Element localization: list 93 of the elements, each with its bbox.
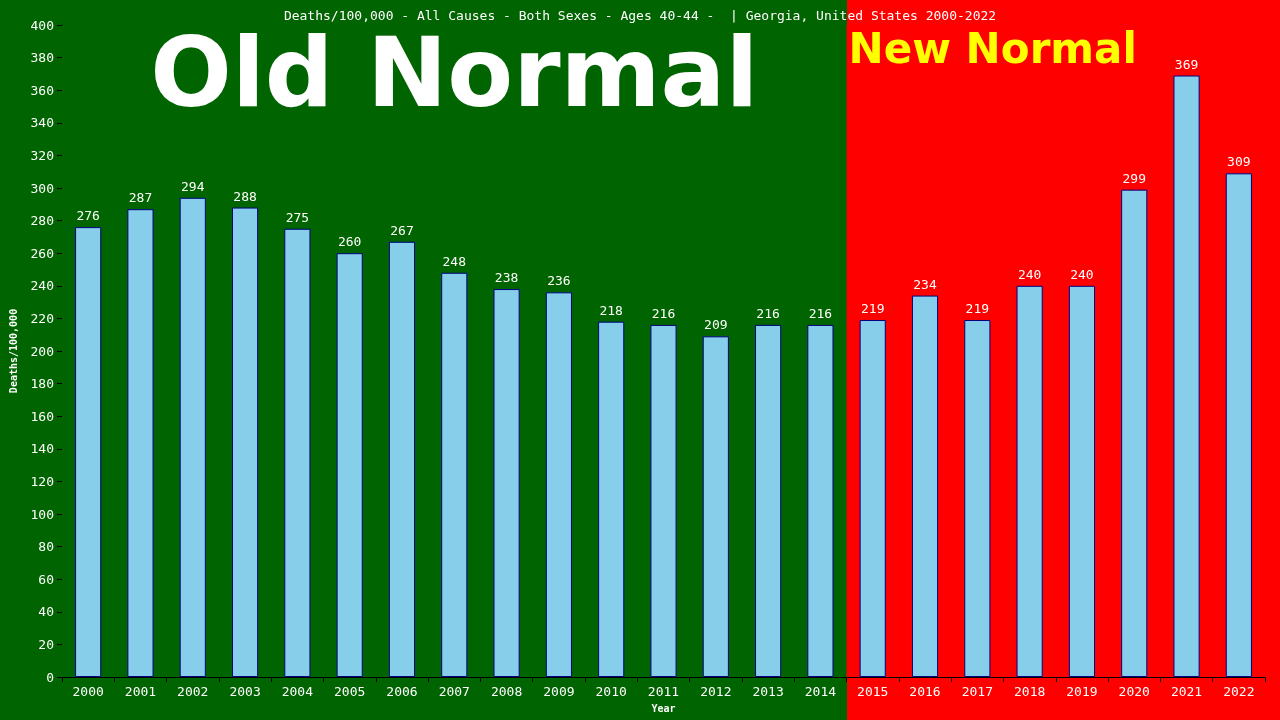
y-tick-label: 140	[30, 441, 54, 457]
x-tick-label: 2020	[1118, 684, 1150, 699]
y-tick-label: 160	[30, 408, 54, 424]
data-label: 218	[599, 302, 623, 318]
bar	[493, 289, 520, 677]
bar	[231, 207, 259, 677]
x-tick-label: 2000	[72, 684, 104, 699]
y-tick-label: 260	[30, 245, 54, 261]
x-tick-label: 2017	[961, 684, 993, 699]
y-tick-label: 80	[38, 539, 54, 555]
y-tick-label: 340	[30, 115, 54, 131]
data-label: 294	[181, 178, 205, 194]
data-label: 219	[965, 301, 990, 317]
bar	[964, 320, 991, 677]
y-axis-title: Deaths/100,000	[7, 308, 19, 394]
data-label: 236	[547, 273, 571, 289]
band-label: New Normal	[848, 23, 1137, 73]
x-tick-label: 2011	[647, 684, 680, 699]
y-tick-label: 180	[30, 376, 54, 392]
bar	[702, 336, 729, 677]
y-tick-label: 240	[30, 278, 54, 294]
data-label: 240	[1017, 266, 1042, 282]
data-label: 209	[704, 317, 728, 333]
data-label: 287	[128, 190, 153, 206]
x-tick-label: 2015	[857, 684, 889, 699]
y-tick-label: 320	[30, 147, 54, 163]
bar	[1225, 173, 1252, 677]
bar	[388, 241, 416, 677]
bar	[598, 321, 625, 677]
x-axis-title: Year	[651, 702, 676, 714]
data-label: 267	[390, 222, 414, 238]
y-tick-label: 400	[30, 17, 54, 33]
bar	[336, 253, 363, 677]
x-tick-label: 2005	[334, 684, 366, 699]
data-label: 234	[913, 276, 937, 292]
data-label: 216	[756, 305, 780, 321]
bar	[127, 209, 154, 677]
data-label: 216	[651, 305, 676, 321]
x-tick-label: 2009	[543, 684, 575, 699]
y-tick-label: 360	[30, 82, 54, 98]
x-tick-label: 2006	[386, 684, 418, 699]
y-tick-label: 20	[38, 636, 54, 652]
data-label: 369	[1174, 56, 1199, 72]
bar	[545, 292, 572, 677]
x-tick-label: 2022	[1223, 684, 1255, 699]
bar	[284, 228, 311, 677]
data-label: 238	[494, 270, 519, 286]
data-label: 275	[285, 209, 310, 225]
bar	[179, 197, 206, 677]
bar	[1068, 285, 1096, 677]
bar	[650, 324, 677, 677]
y-tick-label: 220	[30, 310, 54, 326]
data-label: 309	[1227, 154, 1251, 170]
data-label: 299	[1122, 170, 1146, 186]
y-tick-label: 60	[38, 571, 54, 587]
data-label: 219	[860, 301, 885, 317]
y-tick-label: 300	[30, 180, 54, 196]
data-label: 276	[76, 208, 100, 224]
x-tick-label: 2008	[490, 684, 523, 699]
x-tick-label: 2007	[438, 684, 470, 699]
bar	[75, 227, 102, 677]
x-tick-label: 2003	[229, 684, 261, 699]
x-tick-label: 2018	[1013, 684, 1046, 699]
y-tick-label: 380	[30, 50, 54, 66]
y-tick-label: 40	[38, 604, 54, 620]
data-label: 216	[808, 305, 833, 321]
y-tick-label: 120	[30, 473, 54, 489]
data-label: 248	[442, 253, 467, 269]
bar	[911, 295, 939, 677]
y-tick-label: 0	[46, 669, 54, 685]
bar	[807, 324, 834, 677]
x-tick-label: 2012	[700, 684, 732, 699]
data-label: 260	[337, 234, 362, 250]
x-tick-label: 2019	[1066, 684, 1098, 699]
y-tick-label: 100	[30, 506, 54, 522]
x-tick-label: 2021	[1170, 684, 1203, 699]
bar	[1121, 189, 1148, 677]
x-tick-label: 2004	[281, 684, 314, 699]
x-tick-label: 2016	[909, 684, 941, 699]
bar	[1173, 75, 1200, 677]
y-tick-label: 200	[30, 343, 54, 359]
bar	[755, 324, 782, 677]
x-tick-label: 2010	[595, 684, 627, 699]
bar	[1016, 285, 1043, 677]
x-tick-label: 2014	[804, 684, 837, 699]
bar	[441, 272, 468, 677]
x-tick-label: 2002	[177, 684, 209, 699]
data-label: 240	[1070, 266, 1094, 282]
bar	[859, 320, 886, 677]
data-label: 288	[233, 188, 257, 204]
x-tick-label: 2001	[124, 684, 157, 699]
y-tick-label: 280	[30, 213, 54, 229]
x-tick-label: 2013	[752, 684, 784, 699]
